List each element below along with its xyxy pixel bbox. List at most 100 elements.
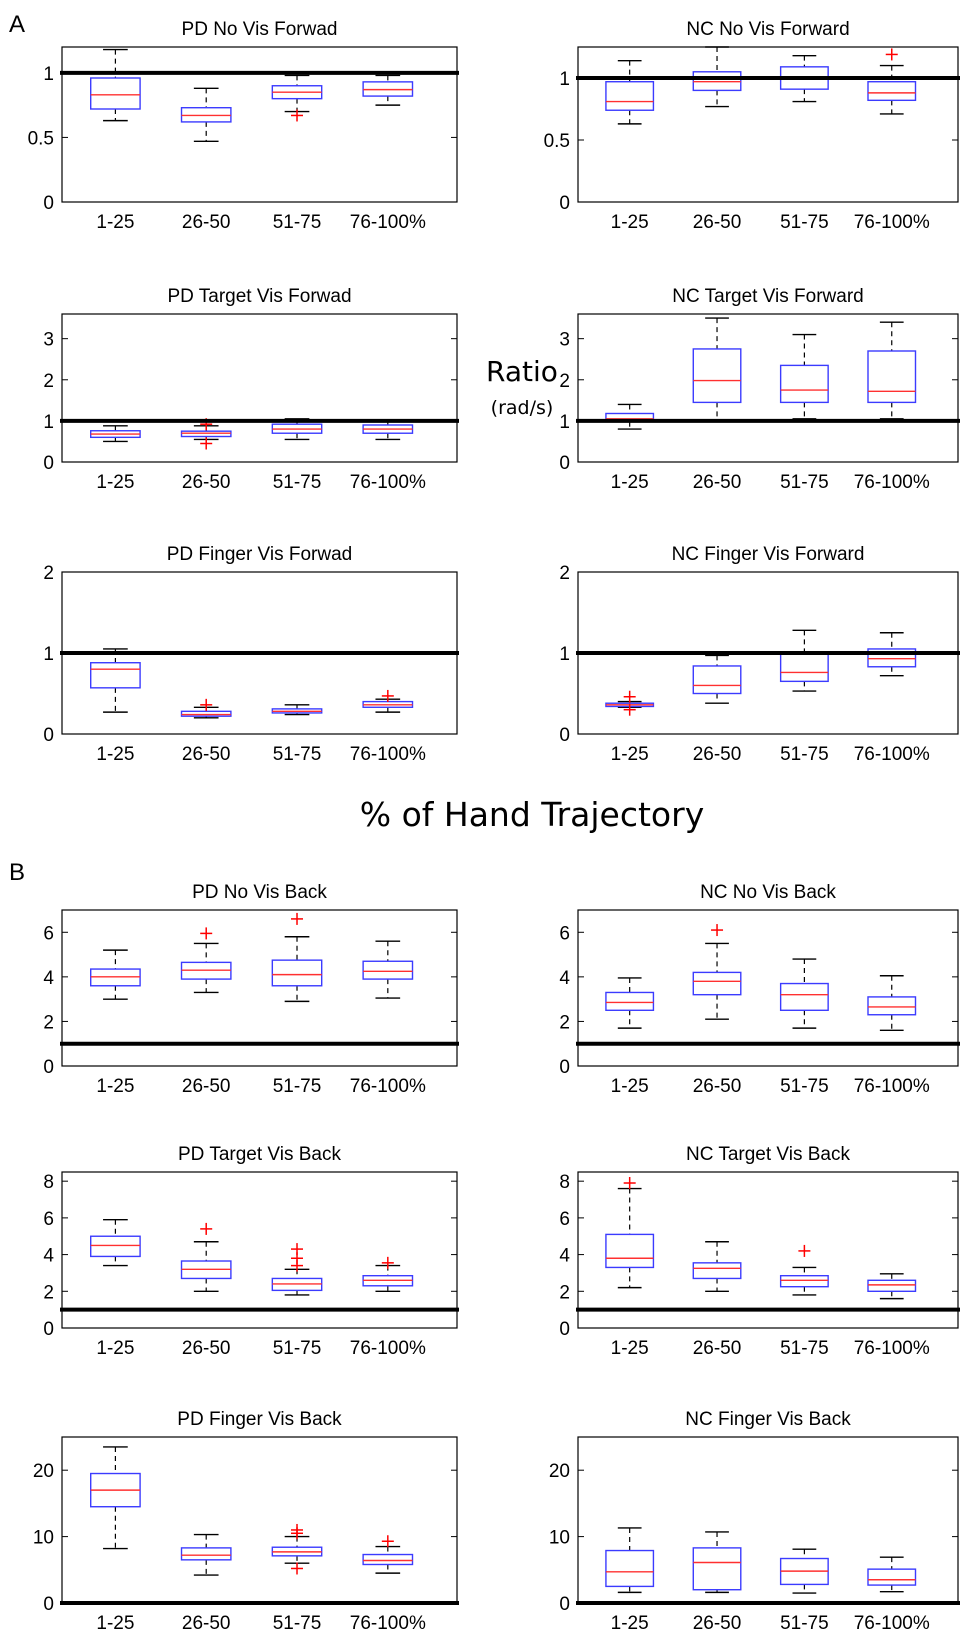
box-26-50: [692, 317, 742, 422]
y-tick-label: 2: [559, 371, 570, 392]
y-tick-label: 8: [559, 1172, 570, 1193]
x-tick-label: 1-25: [611, 1076, 649, 1097]
y-tick-label: 2: [43, 371, 54, 392]
iqr-box: [779, 982, 829, 1011]
x-tick-label: 1-25: [96, 472, 134, 493]
box-76-100%: [362, 421, 414, 441]
plot-frame: [61, 313, 458, 463]
iqr-box: [779, 364, 829, 404]
iqr-box: [180, 1547, 232, 1561]
x-tick-label: 76-100%: [350, 1076, 426, 1097]
x-tick-label: 76-100%: [854, 212, 930, 233]
iqr-box: [867, 350, 917, 404]
outlier-marker: [798, 1244, 811, 1257]
chart-title: NC No Vis Forward: [686, 19, 849, 40]
y-tick-label: 0: [559, 725, 570, 746]
box-plot-panel: PD Target Vis Forwad 0 1 2 3 1-25 26-50 51-75 76…: [43, 286, 459, 493]
plot-frame: [577, 1171, 959, 1329]
x-tick-label: 51-75: [780, 1613, 829, 1631]
x-tick-label: 1-25: [96, 744, 134, 765]
box-51-75: [271, 704, 323, 716]
iqr-box: [692, 971, 742, 996]
iqr-box: [605, 991, 655, 1011]
x-tick-label: 1-25: [611, 744, 649, 765]
plot-frame: [61, 1171, 458, 1329]
outlier-marker: [291, 1243, 304, 1256]
y-tick-label: 0: [559, 453, 570, 474]
plot-frame: [61, 46, 458, 203]
iqr-box: [180, 710, 232, 717]
y-tick-label: 4: [559, 1246, 570, 1267]
panel-letter-b: B: [9, 859, 25, 886]
box-51-75: [271, 1243, 323, 1296]
iqr-box: [867, 81, 917, 102]
box-76-100%: [362, 689, 414, 713]
x-tick-label: 51-75: [273, 1338, 322, 1359]
chart-title: NC Finger Vis Back: [685, 1409, 851, 1430]
x-tick-label: 26-50: [182, 744, 231, 765]
chart-title: NC Target Vis Forward: [672, 286, 863, 307]
iqr-box: [692, 348, 742, 404]
box-51-75: [779, 1548, 829, 1594]
iqr-box: [779, 1274, 829, 1288]
x-tick-label: 1-25: [611, 1338, 649, 1359]
x-tick-label: 51-75: [780, 212, 829, 233]
y-tick-label: 0: [43, 1319, 54, 1340]
x-tick-label: 51-75: [273, 472, 322, 493]
x-tick-label: 26-50: [182, 212, 231, 233]
outlier-marker: [291, 1562, 304, 1575]
x-tick-label: 76-100%: [350, 212, 426, 233]
y-tick-label: 0: [559, 1319, 570, 1340]
y-tick-label: 6: [559, 923, 570, 944]
y-tick-label: 3: [43, 330, 54, 351]
box-plot-panel: PD No Vis Back 0 2 4 6 1-25 26-50 51-75 76-100%: [43, 882, 459, 1097]
outlier-marker: [200, 437, 213, 450]
box-51-75: [271, 74, 323, 122]
box-26-50: [692, 1531, 742, 1594]
x-tick-label: 1-25: [611, 472, 649, 493]
box-51-75: [779, 1244, 829, 1296]
box-76-100%: [867, 1556, 917, 1593]
box-1-25: [90, 949, 141, 1000]
outlier-marker: [711, 924, 724, 937]
x-tick-label: 76-100%: [350, 744, 426, 765]
box-plot-panel: PD Finger Vis Forwad 0 1 2 1-25 26-50 51-75 76-…: [43, 544, 459, 765]
x-tick-label: 51-75: [780, 744, 829, 765]
y-tick-label: 0: [559, 1057, 570, 1078]
box-plot-panel: PD Finger Vis Back 0 10 20 1-25 26-50 51-75 76-…: [33, 1409, 459, 1631]
plot-frame: [61, 909, 458, 1067]
box-76-100%: [867, 975, 917, 1032]
y-tick-label: 0: [43, 453, 54, 474]
y-tick-label: 3: [559, 330, 570, 351]
box-plot-panel: PD No Vis Forwad 0 0.5 1 1-25 26-50 51-75 76-10…: [28, 19, 459, 233]
x-tick-label: 1-25: [611, 212, 649, 233]
chart-title: PD Finger Vis Forwad: [167, 544, 353, 565]
chart-title: PD No Vis Back: [192, 882, 327, 903]
outlier-marker: [623, 1177, 636, 1190]
box-51-75: [779, 629, 829, 692]
box-plot-grid: PD No Vis Forwad 0 0.5 1 1-25 26-50 51-75 76-10…: [28, 19, 960, 1631]
box-plot-panel: NC Target Vis Back 0 2 4 6 8 1-25 26-50 51-75 76-…: [559, 1144, 960, 1359]
box-1-25: [605, 403, 655, 430]
y-tick-label: 2: [559, 1282, 570, 1303]
box-1-25: [605, 1527, 655, 1594]
box-26-50: [180, 418, 232, 450]
x-tick-label: 1-25: [96, 212, 134, 233]
y-tick-label: 0.5: [544, 131, 570, 152]
x-tick-label: 26-50: [182, 1613, 231, 1631]
box-26-50: [180, 1533, 232, 1576]
y-tick-label: 10: [33, 1528, 54, 1549]
chart-title: NC Finger Vis Forward: [672, 544, 865, 565]
box-76-100%: [362, 1535, 414, 1574]
chart-title: PD Finger Vis Back: [177, 1409, 342, 1430]
y-tick-label: 1: [43, 412, 54, 433]
iqr-box: [90, 662, 141, 689]
outlier-marker: [200, 927, 213, 940]
box-26-50: [180, 87, 232, 142]
box-51-75: [271, 1523, 323, 1575]
x-tick-label: 51-75: [780, 1076, 829, 1097]
iqr-box: [692, 1547, 742, 1591]
chart-title: PD Target Vis Forwad: [167, 286, 351, 307]
x-tick-label: 1-25: [96, 1338, 134, 1359]
plot-frame: [577, 1436, 959, 1604]
